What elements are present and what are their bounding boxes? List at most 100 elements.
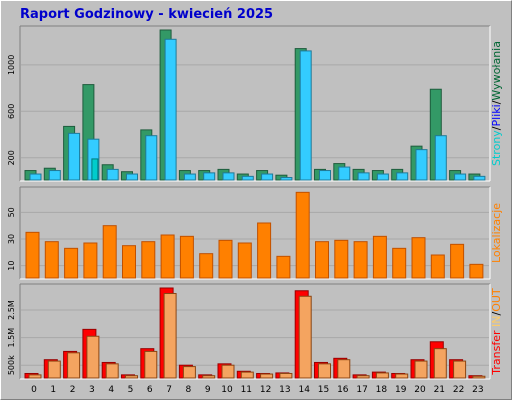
x-tick-label-hour-5: 5 xyxy=(128,385,134,395)
panel-visits-tick-label: 50 xyxy=(7,207,16,217)
bar-transfer-out-hour-19 xyxy=(395,373,409,379)
bar-lokalizacje-hour-3 xyxy=(83,242,98,279)
bar-lokalizacje-hour-21 xyxy=(430,254,445,279)
bar-transfer-out-hour-0 xyxy=(28,374,42,379)
x-tick-label-hour-2: 2 xyxy=(70,385,76,395)
bar-transfer-out-hour-5 xyxy=(125,375,138,379)
bar-transfer-out-hour-21 xyxy=(433,348,447,379)
bar-pliki-hour-4 xyxy=(106,168,119,181)
bar-transfer-out-hour-10 xyxy=(221,364,235,379)
bar-pliki-hour-9 xyxy=(203,172,216,181)
bar-lokalizacje-hour-9 xyxy=(199,253,214,279)
bar-transfer-out-hour-8 xyxy=(182,366,196,379)
bar-transfer-out-hour-4 xyxy=(105,363,119,379)
bar-lokalizacje-hour-18 xyxy=(372,235,387,279)
bar-pliki-hour-22 xyxy=(454,173,467,181)
bar-pliki-hour-20 xyxy=(415,149,428,181)
bar-pliki-hour-12 xyxy=(261,173,274,181)
bar-lokalizacje-hour-6 xyxy=(141,241,156,279)
bar-pliki-hour-7 xyxy=(164,38,177,181)
bar-transfer-out-hour-6 xyxy=(144,350,158,379)
x-tick-label-hour-4: 4 xyxy=(108,385,114,395)
panel-visits-axis-label: Lokalizacje xyxy=(490,203,503,263)
bar-transfer-out-hour-15 xyxy=(318,363,331,379)
bar-pliki-hour-13 xyxy=(280,177,293,181)
bar-pliki-hour-1 xyxy=(48,170,61,181)
bar-pliki-hour-8 xyxy=(183,173,196,181)
panel-transfer-tick-label: 2.5M xyxy=(7,300,16,320)
bar-transfer-out-hour-22 xyxy=(453,360,467,379)
bar-lokalizacje-hour-11 xyxy=(237,242,252,279)
x-tick-label-hour-14: 14 xyxy=(298,385,310,395)
bar-pliki-hour-17 xyxy=(357,172,370,181)
bar-pliki-hour-0 xyxy=(29,173,42,181)
x-tick-label-hour-18: 18 xyxy=(376,385,388,395)
bar-lokalizacje-hour-4 xyxy=(102,225,117,279)
x-tick-label-hour-22: 22 xyxy=(453,385,464,395)
x-tick-label-hour-20: 20 xyxy=(414,385,426,395)
bar-transfer-out-hour-20 xyxy=(414,360,428,379)
bar-pliki-hour-14 xyxy=(299,50,312,181)
bar-lokalizacje-hour-13 xyxy=(276,255,291,279)
axis-label-part: OUT xyxy=(490,288,503,312)
axis-label-part: Pliki xyxy=(490,104,503,126)
bar-lokalizacje-hour-0 xyxy=(25,231,40,279)
panel-visits-tick-label: 30 xyxy=(7,234,16,244)
x-tick-label-hour-21: 21 xyxy=(434,385,445,395)
x-tick-label-hour-7: 7 xyxy=(166,385,172,395)
axis-label-part: / xyxy=(490,126,503,130)
axis-label-part: / xyxy=(490,311,503,315)
panel-hits-tick-label: 1000 xyxy=(7,55,16,75)
x-tick-label-hour-1: 1 xyxy=(50,385,56,395)
axis-label-part: / xyxy=(490,100,503,104)
bar-pliki-hour-19 xyxy=(396,172,409,181)
bar-strony-hour-3 xyxy=(91,158,99,181)
x-tick-label-hour-23: 23 xyxy=(472,385,483,395)
bar-lokalizacje-hour-23 xyxy=(469,263,484,279)
bar-pliki-hour-16 xyxy=(338,166,351,181)
bar-pliki-hour-15 xyxy=(319,170,331,181)
bar-transfer-out-hour-14 xyxy=(298,295,312,379)
x-tick-label-hour-8: 8 xyxy=(186,385,192,395)
bar-lokalizacje-hour-10 xyxy=(218,239,233,279)
bar-lokalizacje-hour-1 xyxy=(44,241,59,279)
bar-lokalizacje-hour-5 xyxy=(122,245,136,279)
bar-transfer-out-hour-13 xyxy=(279,372,293,379)
bar-lokalizacje-hour-15 xyxy=(315,241,329,279)
x-tick-label-hour-11: 11 xyxy=(241,385,252,395)
x-tick-label-hour-9: 9 xyxy=(205,385,211,395)
axis-label-part: Strony xyxy=(490,130,503,166)
bar-pliki-hour-10 xyxy=(222,172,235,181)
x-tick-label-hour-16: 16 xyxy=(337,385,349,395)
x-tick-label-hour-12: 12 xyxy=(260,385,271,395)
bar-transfer-out-hour-12 xyxy=(260,373,274,379)
panel-transfer-tick-label: 500k xyxy=(7,355,16,375)
bar-pliki-hour-11 xyxy=(241,175,254,181)
axis-label-part: IN xyxy=(490,315,503,330)
bar-transfer-out-hour-3 xyxy=(86,335,100,379)
bar-transfer-out-hour-9 xyxy=(202,375,216,379)
bar-lokalizacje-hour-14 xyxy=(295,191,310,279)
panel-hits-tick-label: 200 xyxy=(7,150,16,165)
bar-lokalizacje-hour-19 xyxy=(392,247,407,279)
bar-transfer-out-hour-17 xyxy=(356,375,370,379)
bar-pliki-hour-6 xyxy=(145,135,158,181)
x-tick-label-hour-19: 19 xyxy=(395,385,407,395)
x-tick-label-hour-13: 13 xyxy=(279,385,290,395)
bar-lokalizacje-hour-22 xyxy=(450,243,465,279)
axis-label-part: Wywołania xyxy=(490,41,503,101)
x-tick-label-hour-6: 6 xyxy=(147,385,153,395)
panel-visits-tick-label: 10 xyxy=(7,261,16,271)
bar-lokalizacje-hour-12 xyxy=(257,222,272,279)
bar-pliki-hour-23 xyxy=(473,175,486,181)
axis-label-part: Transfer xyxy=(490,330,503,376)
bar-transfer-out-hour-1 xyxy=(47,360,61,379)
bar-pliki-hour-18 xyxy=(376,173,389,181)
x-tick-label-hour-3: 3 xyxy=(89,385,95,395)
bar-transfer-out-hour-23 xyxy=(472,375,486,379)
x-tick-label-hour-0: 0 xyxy=(31,385,37,395)
x-tick-label-hour-10: 10 xyxy=(221,385,233,395)
bar-transfer-out-hour-11 xyxy=(240,371,254,379)
x-tick-label-hour-15: 15 xyxy=(318,385,329,395)
